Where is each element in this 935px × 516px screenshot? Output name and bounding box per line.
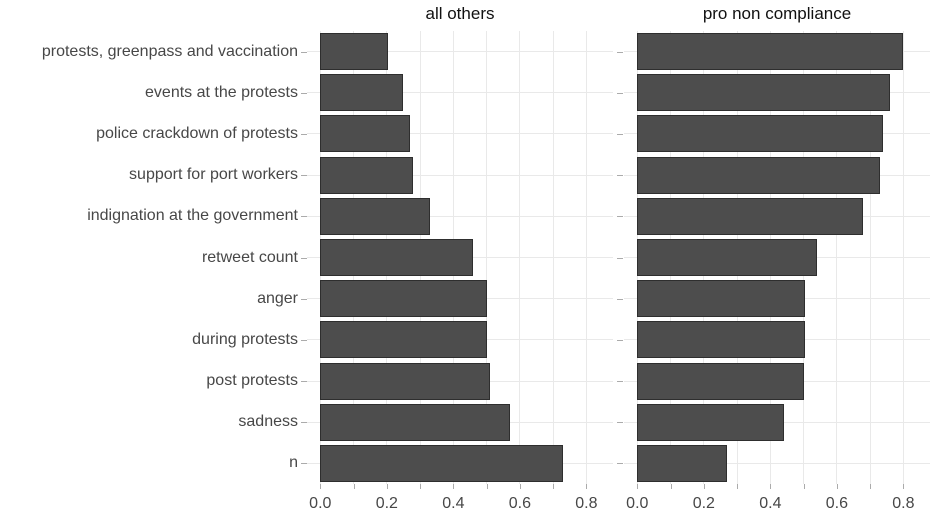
gridline-horizontal: [624, 462, 930, 464]
bar: [637, 115, 884, 153]
x-axis-tick: [386, 484, 388, 489]
bar: [320, 115, 411, 153]
bar: [637, 33, 904, 71]
category-label: during protests: [192, 330, 298, 348]
bar: [320, 197, 431, 235]
x-axis-tick: [737, 484, 739, 489]
bar: [637, 444, 728, 482]
y-axis-tick: [301, 298, 307, 300]
x-axis-tick: [553, 484, 555, 489]
category-label: retweet count: [201, 248, 298, 266]
x-axis-tick-label: 0.4: [759, 495, 782, 512]
facet-title-left: all others: [425, 4, 495, 23]
y-axis-tick: [301, 257, 307, 259]
bar: [320, 33, 389, 71]
bar: [637, 280, 806, 318]
x-axis-tick: [353, 484, 355, 489]
gridline-horizontal: [307, 51, 613, 53]
y-axis-tick: [617, 422, 623, 424]
y-axis-tick: [617, 257, 623, 259]
y-axis-tick: [301, 422, 307, 424]
x-axis-tick: [586, 484, 588, 489]
bar: [637, 239, 817, 276]
y-axis-tick: [617, 92, 623, 94]
bar: [637, 156, 881, 194]
x-axis-tick: [836, 484, 838, 489]
category-label: indignation at the government: [87, 207, 298, 225]
gridline-horizontal: [307, 92, 613, 94]
category-label: sadness: [238, 413, 298, 431]
y-axis-tick: [617, 381, 623, 383]
x-axis-tick-label: 0.8: [892, 495, 915, 512]
x-axis-tick: [803, 484, 805, 489]
y-axis-tick: [301, 133, 307, 135]
y-axis-tick: [617, 463, 623, 465]
gridline-horizontal: [307, 133, 613, 135]
y-axis-tick: [301, 381, 307, 383]
gridline-horizontal: [307, 215, 613, 217]
x-axis-tick: [670, 484, 672, 489]
y-axis-tick: [301, 463, 307, 465]
category-label: anger: [257, 289, 298, 307]
x-axis-tick: [903, 484, 905, 489]
x-axis-tick-label: 0.0: [626, 495, 649, 512]
y-axis-tick: [301, 339, 307, 341]
bar: [320, 403, 510, 441]
bar: [637, 403, 784, 441]
facet-panel: [624, 31, 930, 484]
x-axis-tick-label: 0.6: [825, 495, 848, 512]
x-axis-tick: [320, 484, 322, 489]
x-axis-tick: [486, 484, 488, 489]
y-axis-tick: [301, 92, 307, 94]
y-axis-tick: [301, 216, 307, 218]
bar: [637, 362, 804, 400]
bar: [320, 74, 404, 112]
x-axis-tick-label: 0.0: [309, 495, 332, 512]
bar: [320, 280, 487, 318]
x-axis-tick-label: 0.4: [442, 495, 465, 512]
x-axis-tick: [870, 484, 872, 489]
bar: [637, 197, 864, 235]
bar: [320, 444, 564, 482]
y-axis-tick: [617, 298, 623, 300]
category-label: post protests: [206, 372, 298, 390]
gridline-horizontal: [307, 174, 613, 176]
category-label: events at the protests: [145, 83, 298, 101]
x-axis-tick-label: 0.8: [575, 495, 598, 512]
bar: [637, 74, 891, 112]
bar: [320, 156, 414, 194]
facet-panel: [307, 31, 613, 484]
y-axis-tick: [617, 133, 623, 135]
x-axis-tick: [637, 484, 639, 489]
category-label: n: [289, 454, 298, 472]
bar: [320, 321, 487, 359]
x-axis-tick: [770, 484, 772, 489]
y-axis-tick: [301, 51, 307, 53]
x-axis-tick-label: 0.6: [508, 495, 531, 512]
x-axis-tick: [519, 484, 521, 489]
y-axis-tick: [617, 339, 623, 341]
y-axis-tick: [617, 216, 623, 218]
y-axis-tick: [301, 175, 307, 177]
y-axis-tick: [617, 51, 623, 53]
x-axis-tick: [453, 484, 455, 489]
y-axis-tick: [617, 175, 623, 177]
x-axis-tick-label: 0.2: [375, 495, 398, 512]
category-label: support for port workers: [129, 166, 298, 184]
category-label: protests, greenpass and vaccination: [41, 42, 298, 60]
facet-title-right: pro non compliance: [702, 4, 852, 23]
bar: [637, 321, 806, 359]
x-axis-tick: [420, 484, 422, 489]
category-label: police crackdown of protests: [96, 124, 298, 142]
x-axis-tick-label: 0.2: [692, 495, 715, 512]
bar: [320, 362, 490, 400]
bar: [320, 239, 474, 276]
x-axis-tick: [703, 484, 705, 489]
